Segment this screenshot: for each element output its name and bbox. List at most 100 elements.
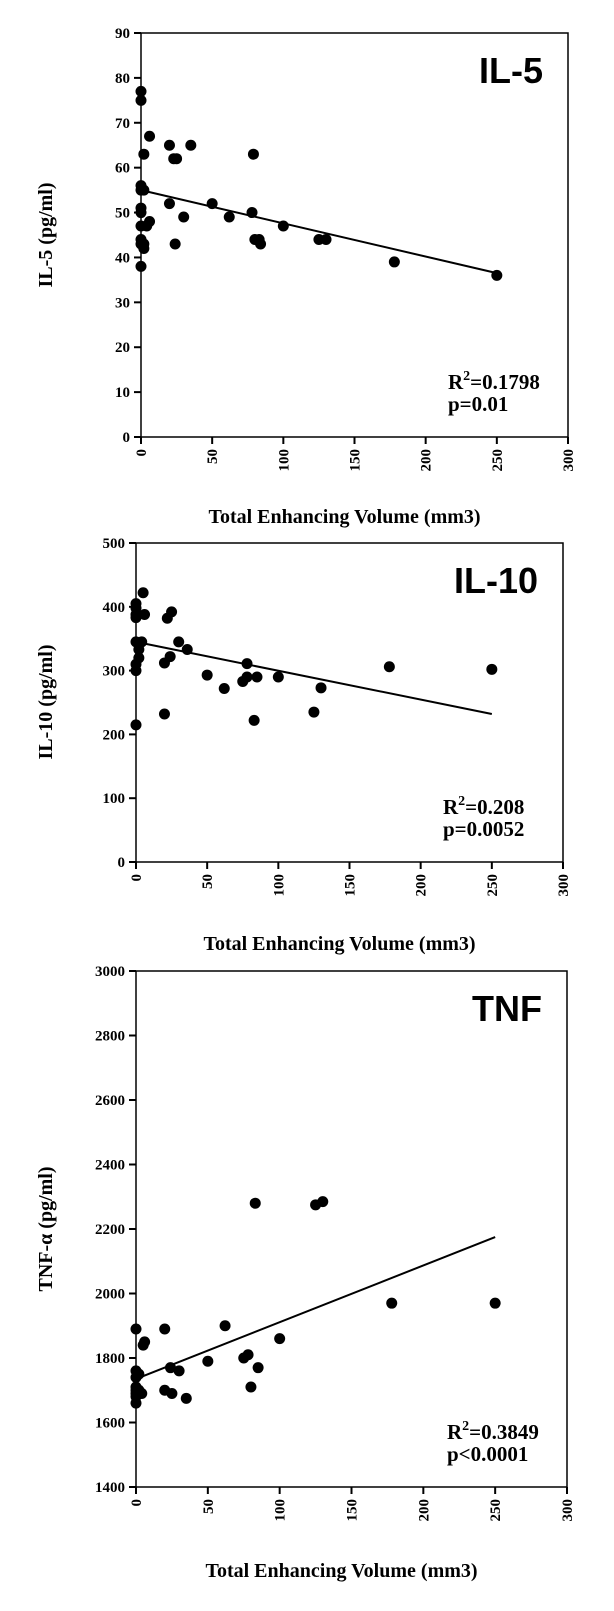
chart-3-data-point bbox=[219, 1320, 231, 1332]
chart-1-data-point bbox=[138, 148, 150, 160]
chart-1-data-point bbox=[223, 211, 235, 223]
chart-1-data-point bbox=[178, 211, 190, 223]
chart-3-data-point bbox=[180, 1392, 192, 1404]
chart-2-data-point bbox=[130, 665, 142, 677]
chart-2-y-tick-label: 0 bbox=[118, 855, 126, 871]
chart-2-data-point bbox=[308, 706, 320, 718]
chart-3-x-axis-label: Total Enhancing Volume (mm3) bbox=[205, 1560, 477, 1582]
chart-2-x-tick-label: 250 bbox=[485, 874, 501, 897]
chart-3-data-point bbox=[202, 1355, 214, 1367]
chart-1-data-point bbox=[206, 198, 218, 210]
chart-1-group: 0 10 20 30 40 50 60 70 80 90 0 50 100 150 200 250 300 IL-… bbox=[35, 26, 577, 528]
chart-2-data-point bbox=[315, 682, 327, 694]
chart-1-data-point bbox=[135, 207, 147, 219]
chart-2-x-tick-label: 200 bbox=[414, 874, 430, 897]
chart-1-y-tick-label: 50 bbox=[115, 206, 130, 222]
chart-3-r-squared: R2=0.3849 bbox=[447, 1419, 539, 1444]
chart-3-data-point bbox=[386, 1297, 398, 1309]
chart-1-data-point bbox=[255, 238, 267, 250]
chart-3-data-point bbox=[133, 1368, 145, 1380]
chart-3-data-point bbox=[130, 1323, 142, 1335]
chart-2-data-point bbox=[383, 661, 395, 673]
chart-3-data-point bbox=[166, 1387, 178, 1399]
chart-2-x-axis: 0 50 100 150 200 250 300 bbox=[129, 862, 572, 897]
chart-2-data-point bbox=[139, 608, 151, 620]
chart-1-y-axis: 0 10 20 30 40 50 60 70 80 90 bbox=[115, 26, 141, 446]
chart-1-p-value: p=0.01 bbox=[448, 392, 508, 416]
chart-3-x-tick-label: 100 bbox=[273, 1499, 289, 1522]
chart-1-data-point bbox=[138, 184, 150, 196]
chart-1-data-point bbox=[135, 85, 147, 97]
chart-2-data-point bbox=[241, 671, 253, 683]
chart-2-data-point bbox=[133, 652, 145, 664]
chart-3-data-point bbox=[249, 1197, 261, 1209]
chart-1-x-tick-label: 200 bbox=[419, 449, 435, 472]
chart-1-y-tick-label: 20 bbox=[115, 340, 130, 356]
chart-3-y-axis: 1400 1600 1800 2000 2200 2400 2600 2800 3000 bbox=[95, 964, 136, 1496]
chart-2-data-point bbox=[166, 606, 178, 618]
chart-3-data-point bbox=[173, 1365, 185, 1377]
chart-2-data-point bbox=[486, 663, 498, 675]
chart-3-y-tick-label: 2000 bbox=[95, 1287, 125, 1303]
chart-1-y-tick-label: 70 bbox=[115, 116, 130, 132]
chart-1-data-point bbox=[163, 139, 175, 151]
chart-3-plot-frame bbox=[135, 970, 568, 1488]
chart-1-x-tick-label: 100 bbox=[276, 449, 292, 472]
chart-2-x-tick-label: 300 bbox=[556, 874, 572, 897]
chart-3-x-tick-label: 0 bbox=[129, 1499, 145, 1507]
chart-1-data-point bbox=[169, 238, 181, 250]
chart-3-p-value: p<0.0001 bbox=[447, 1442, 528, 1466]
chart-2-data-point bbox=[130, 719, 142, 731]
chart-3-y-tick-label: 1800 bbox=[95, 1351, 125, 1367]
chart-3-x-tick-label: 250 bbox=[488, 1499, 504, 1522]
chart-3-x-tick-label: 300 bbox=[560, 1499, 576, 1522]
chart-3-data-point bbox=[130, 1397, 142, 1409]
chart-2-data-point bbox=[173, 636, 185, 648]
chart-1-y-tick-label: 40 bbox=[115, 250, 130, 266]
chart-2-data-point bbox=[272, 671, 284, 683]
chart-1-y-tick-label: 30 bbox=[115, 295, 130, 311]
chart-1-data-point bbox=[144, 216, 156, 228]
chart-2-data-point bbox=[181, 644, 193, 656]
chart-2-data-point bbox=[158, 708, 170, 720]
chart-3-y-tick-label: 2200 bbox=[95, 1222, 125, 1238]
chart-2-y-tick-label: 500 bbox=[103, 536, 126, 552]
chart-1-panel-title: IL-5 bbox=[479, 50, 543, 91]
chart-1-data-point bbox=[247, 148, 259, 160]
chart-3-y-tick-label: 2600 bbox=[95, 1093, 125, 1109]
chart-1-y-tick-label: 0 bbox=[123, 430, 131, 446]
chart-2-data-point bbox=[251, 671, 263, 683]
chart-2-y-tick-label: 300 bbox=[103, 664, 126, 680]
chart-2-data-point bbox=[241, 658, 253, 670]
chart-1-y-tick-label: 60 bbox=[115, 161, 130, 177]
chart-2-y-axis: 0 100 200 300 400 500 bbox=[103, 536, 136, 871]
chart-3-data-point bbox=[242, 1349, 254, 1361]
chart-3-data-point bbox=[274, 1333, 286, 1345]
chart-1-data-point bbox=[163, 198, 175, 210]
chart-1-data-point bbox=[135, 260, 147, 272]
chart-3-x-tick-label: 200 bbox=[416, 1499, 432, 1522]
chart-2-r-squared: R2=0.208 bbox=[443, 794, 524, 819]
chart-3-data-point bbox=[136, 1387, 148, 1399]
chart-1-y-tick-label: 90 bbox=[115, 26, 130, 42]
chart-2-p-value: p=0.0052 bbox=[443, 817, 524, 841]
chart-3-y-tick-label: 2800 bbox=[95, 1029, 125, 1045]
chart-3-y-tick-label: 1600 bbox=[95, 1416, 125, 1432]
chart-1-data-point bbox=[388, 256, 400, 268]
chart-2-panel-title: IL-10 bbox=[454, 560, 538, 601]
chart-1-data-point bbox=[246, 207, 258, 219]
chart-3-data-point bbox=[317, 1196, 329, 1208]
chart-2-x-tick-label: 100 bbox=[271, 874, 287, 897]
chart-3-data-point bbox=[252, 1362, 264, 1374]
chart-2-x-tick-label: 50 bbox=[200, 874, 216, 889]
chart-2-y-axis-label: IL-10 (pg/ml) bbox=[35, 645, 57, 760]
chart-3-data-point bbox=[159, 1323, 171, 1335]
chart-1-x-axis: 0 50 100 150 200 250 300 bbox=[134, 437, 577, 472]
chart-3-data-point bbox=[245, 1381, 257, 1393]
chart-2-x-tick-label: 150 bbox=[343, 874, 359, 897]
chart-2-y-tick-label: 200 bbox=[103, 727, 126, 743]
chart-1-y-tick-label: 10 bbox=[115, 385, 130, 401]
chart-3-y-tick-label: 2400 bbox=[95, 1158, 125, 1174]
chart-1-r-squared: R2=0.1798 bbox=[448, 369, 540, 394]
